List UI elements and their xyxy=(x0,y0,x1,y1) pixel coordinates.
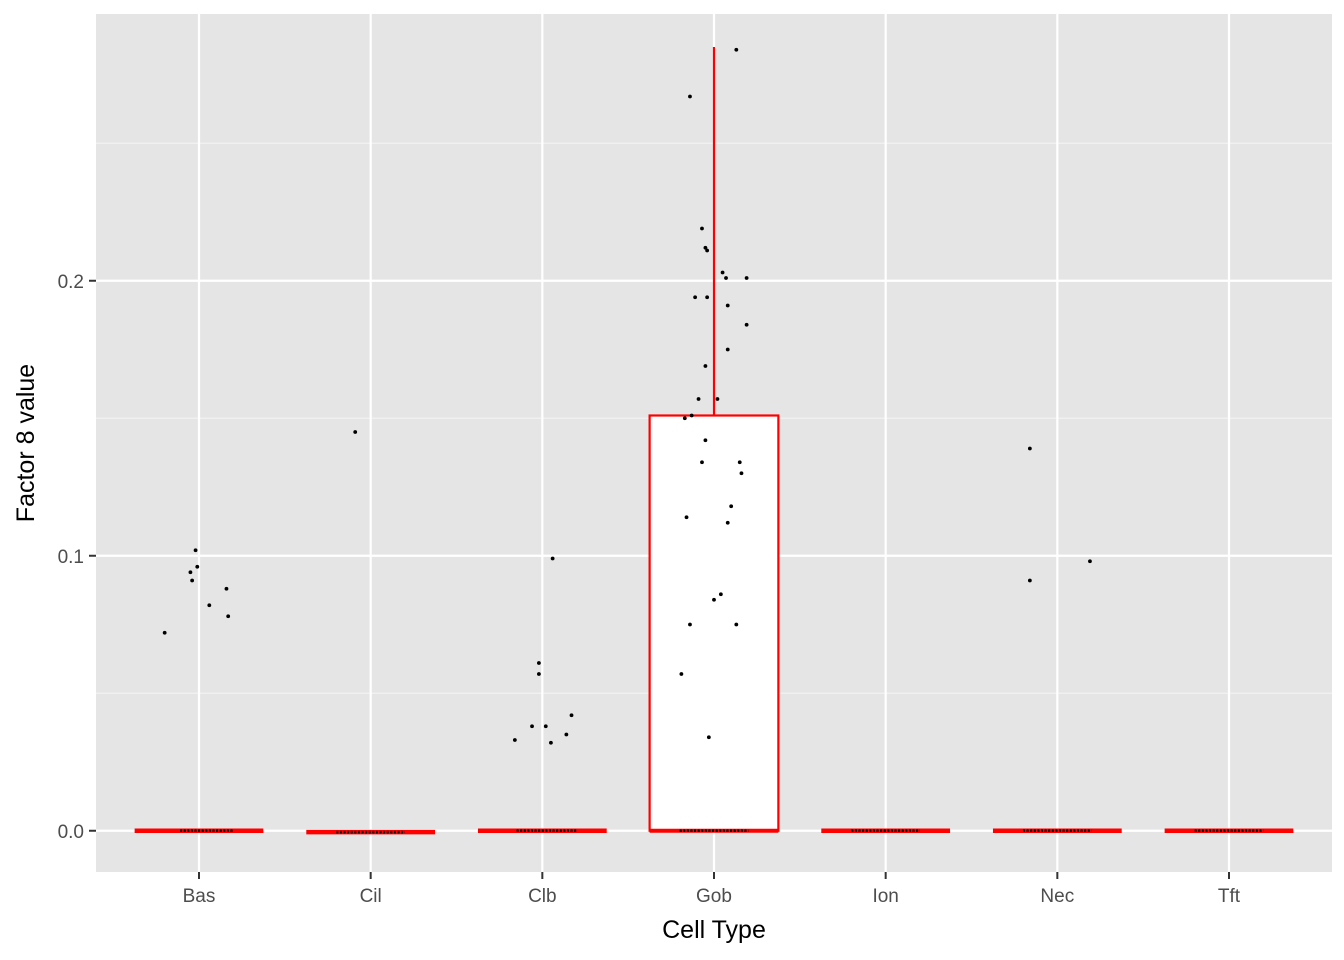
data-point xyxy=(684,515,689,520)
data-point xyxy=(679,672,684,676)
data-point xyxy=(537,661,541,665)
data-point xyxy=(530,724,534,729)
x-tick-label: Clb xyxy=(528,886,557,907)
data-point xyxy=(537,672,541,676)
data-point xyxy=(696,397,701,401)
data-point xyxy=(725,347,730,352)
points-layer xyxy=(162,47,1264,834)
data-point xyxy=(1088,559,1092,564)
data-point xyxy=(1027,446,1032,451)
data-point xyxy=(688,622,692,627)
data-point xyxy=(353,430,358,434)
x-tick-label: Nec xyxy=(1040,886,1074,907)
data-point xyxy=(193,548,198,553)
y-axis: 0.0 0.1 0.2 xyxy=(58,272,96,843)
data-point xyxy=(729,504,734,509)
data-point xyxy=(190,578,195,583)
data-point xyxy=(703,245,708,250)
x-tick-label: Tft xyxy=(1218,886,1241,907)
data-point xyxy=(724,276,728,280)
x-axis-title: Cell Type xyxy=(662,916,766,944)
data-point xyxy=(744,276,749,280)
y-tick-label: 0.1 xyxy=(58,547,84,568)
data-point xyxy=(689,413,694,418)
data-point xyxy=(188,570,193,575)
data-point xyxy=(549,740,553,745)
y-axis-title: Factor 8 value xyxy=(12,364,40,522)
data-point xyxy=(739,471,744,476)
x-axis: Bas Cil Clb Gob Ion Nec Tft xyxy=(183,872,1241,907)
data-point xyxy=(564,732,569,737)
data-point xyxy=(207,603,212,608)
data-point xyxy=(543,724,548,729)
data-point xyxy=(712,597,716,602)
x-tick-label: Ion xyxy=(872,886,898,907)
data-point xyxy=(720,270,725,275)
data-point xyxy=(706,735,711,740)
data-point xyxy=(705,248,710,253)
data-point xyxy=(195,564,200,569)
data-point xyxy=(734,47,739,52)
data-point xyxy=(703,364,708,368)
data-point xyxy=(693,295,698,300)
data-point xyxy=(725,520,730,525)
data-point xyxy=(512,738,517,742)
x-tick-label: Cil xyxy=(360,886,382,907)
data-point xyxy=(734,622,739,627)
box-gob xyxy=(648,414,780,832)
data-point xyxy=(224,586,229,591)
data-point xyxy=(550,556,555,561)
data-point xyxy=(226,614,231,619)
x-tick-label: Bas xyxy=(183,886,216,907)
data-point xyxy=(1027,578,1032,583)
data-point xyxy=(705,295,710,300)
y-tick-label: 0.0 xyxy=(58,822,84,843)
data-point xyxy=(718,592,723,597)
data-point xyxy=(700,226,704,231)
data-point xyxy=(700,460,704,465)
y-tick-label: 0.2 xyxy=(58,272,84,293)
data-point xyxy=(725,303,730,308)
data-point xyxy=(682,416,687,421)
data-point xyxy=(715,397,720,401)
data-point xyxy=(744,322,749,327)
data-point xyxy=(162,630,167,635)
data-point xyxy=(688,94,692,99)
data-point xyxy=(569,713,574,718)
data-point xyxy=(737,460,742,465)
x-tick-label: Gob xyxy=(696,886,732,907)
data-point xyxy=(703,438,708,443)
